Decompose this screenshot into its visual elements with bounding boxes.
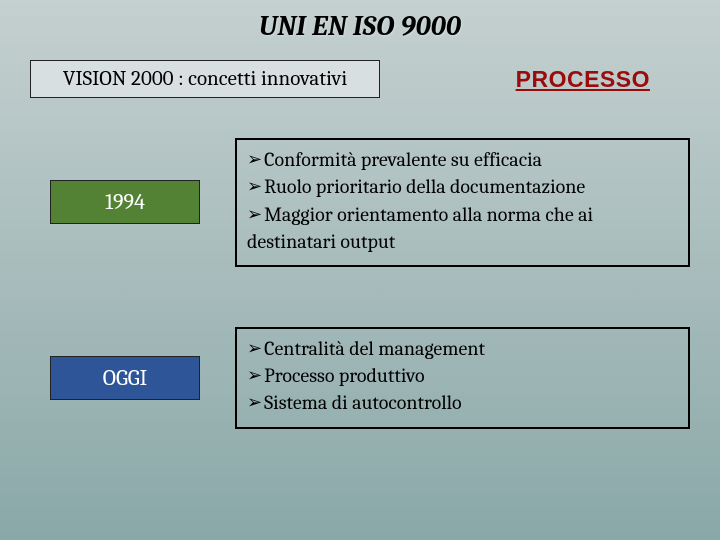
content-box-1994: ➢Conformità prevalente su efficacia ➢Ruo… [235,138,690,267]
year-box-oggi: OGGI [50,356,200,400]
arrow-icon: ➢ [247,148,262,172]
list-item: ➢Centralità del management [247,335,678,362]
slide-title: UNI EN ISO 9000 [0,0,720,42]
section-1994: 1994 ➢Conformità prevalente su efficacia… [0,138,720,267]
arrow-icon: ➢ [247,337,262,361]
item-text: Conformità prevalente su efficacia [264,148,542,171]
list-item: ➢Ruolo prioritario della documentazione [247,173,678,200]
arrow-icon: ➢ [247,364,262,388]
list-item: ➢Maggior orientamento alla norma che ai … [247,201,678,255]
item-text: Processo produttivo [264,364,424,387]
arrow-icon: ➢ [247,203,262,227]
item-text: Centralità del management [264,337,485,360]
list-item: ➢Sistema di autocontrollo [247,389,678,416]
list-item: ➢Conformità prevalente su efficacia [247,146,678,173]
content-box-oggi: ➢Centralità del management ➢Processo pro… [235,327,690,429]
item-text: Ruolo prioritario della documentazione [264,175,585,198]
vision-box: VISION 2000 : concetti innovativi [30,60,380,98]
section-oggi: OGGI ➢Centralità del management ➢Process… [0,327,720,429]
header-row: VISION 2000 : concetti innovativi PROCES… [0,60,720,98]
arrow-icon: ➢ [247,175,262,199]
item-text: Maggior orientamento alla norma che ai d… [247,203,593,253]
list-item: ➢Processo produttivo [247,362,678,389]
item-text: Sistema di autocontrollo [264,391,462,414]
arrow-icon: ➢ [247,391,262,415]
processo-label: PROCESSO [516,66,650,93]
year-box-1994: 1994 [50,180,200,224]
